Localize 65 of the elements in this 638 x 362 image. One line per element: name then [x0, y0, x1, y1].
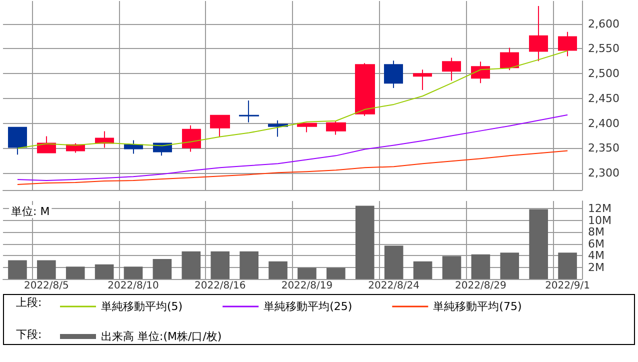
- x-tick-label: 2022/8/5: [24, 280, 69, 292]
- bar: [268, 261, 288, 279]
- y-tick-label: 2,600: [588, 17, 620, 30]
- candlestick: [210, 114, 230, 138]
- y-tick-label: 2,450: [588, 92, 620, 105]
- candlestick: [355, 62, 375, 116]
- bar: [182, 251, 201, 279]
- annotation: 単位: M: [11, 205, 50, 218]
- y-tick-label: 2M: [588, 260, 604, 274]
- x-tick-label: 2022/9/1: [545, 280, 590, 292]
- x-tick-label: 2022/8/19: [281, 280, 333, 292]
- legend-label: 出来高 単位:(M株/口/枚): [101, 330, 222, 343]
- candlestick: [500, 47, 519, 71]
- bar: [66, 266, 85, 279]
- y-tick-label: 6M: [588, 237, 604, 250]
- candlestick: [558, 31, 577, 57]
- candlestick: [384, 60, 403, 89]
- candlestick: [297, 122, 317, 133]
- bar: [558, 252, 577, 279]
- candlestick: [529, 5, 548, 62]
- line-series: [16, 50, 568, 149]
- bar: [124, 266, 143, 279]
- bar: [152, 259, 172, 279]
- candlestick: [471, 61, 490, 84]
- bar: [355, 206, 374, 279]
- bar: [413, 261, 432, 279]
- candlestick: [442, 57, 461, 82]
- x-tick-label: 2022/8/16: [194, 280, 246, 292]
- bar: [384, 246, 404, 279]
- x-tick-label: 2022/8/10: [108, 280, 159, 292]
- candlestick: [182, 124, 201, 152]
- candlestick: [8, 126, 27, 156]
- y-tick-label: 2,350: [588, 142, 620, 155]
- bar: [326, 268, 346, 279]
- legend-label: 単純移動平均(75): [433, 300, 522, 313]
- bar: [298, 268, 316, 279]
- y-tick-label: 12M: [588, 202, 612, 216]
- y-tick-label: 2,300: [588, 166, 620, 180]
- bar: [8, 260, 27, 279]
- candlestick: [239, 100, 259, 123]
- y-tick-label: 8M: [588, 226, 604, 239]
- bar: [94, 264, 114, 279]
- y-tick-label: 2,550: [588, 42, 620, 56]
- x-tick-label: 2022/8/29: [455, 280, 506, 292]
- y-tick-label: 10M: [588, 214, 612, 227]
- bar: [442, 256, 462, 279]
- y-tick-label: 4M: [588, 249, 604, 262]
- candlestick: [413, 69, 432, 91]
- bar: [471, 254, 490, 279]
- bar: [210, 251, 230, 279]
- legend-label: 単純移動平均(5): [101, 300, 183, 313]
- y-tick-label: 2,500: [588, 67, 620, 80]
- legend-label: 単純移動平均(25): [264, 300, 352, 313]
- candlestick: [37, 136, 56, 154]
- x-tick-label: 2022/8/24: [368, 280, 420, 292]
- bar: [240, 251, 258, 279]
- bar: [500, 252, 520, 279]
- line-series: [16, 150, 568, 186]
- y-tick-label: 2,400: [588, 116, 620, 130]
- text: 上段:: [16, 296, 42, 309]
- bar: [37, 260, 56, 279]
- line-series: [16, 114, 568, 182]
- text: 下段:: [16, 328, 42, 341]
- bar: [529, 209, 548, 279]
- candlestick: [326, 120, 346, 136]
